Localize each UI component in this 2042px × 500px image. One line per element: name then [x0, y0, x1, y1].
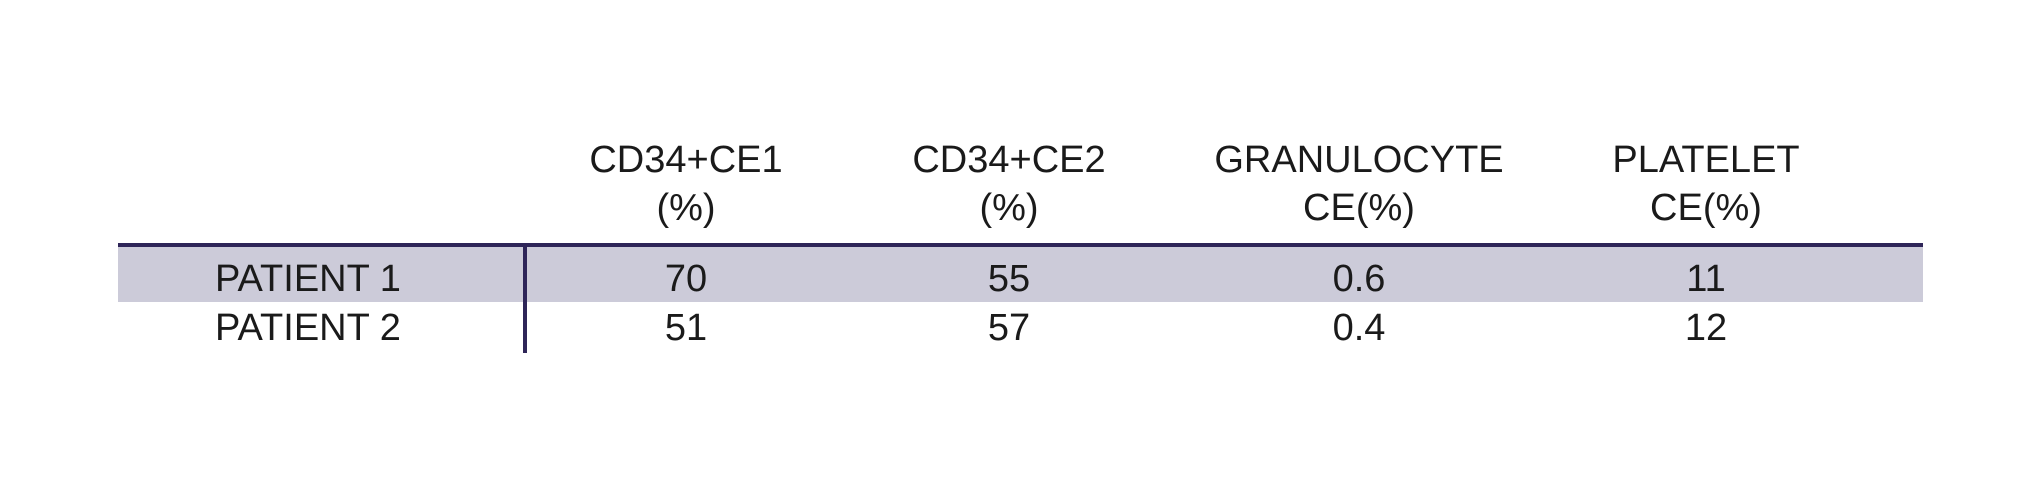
column-header: CD34+CE2	[912, 139, 1106, 181]
column-header: (%)	[979, 187, 1039, 229]
cell-value: 0.4	[1332, 307, 1386, 349]
header-rule	[118, 243, 1923, 247]
cell-value: 57	[987, 307, 1031, 349]
cell-value: 0.6	[1332, 258, 1386, 300]
column-header: (%)	[656, 187, 716, 229]
row-label: PATIENT 2	[215, 307, 401, 349]
cell-value: 55	[987, 258, 1031, 300]
cell-value: 70	[664, 258, 708, 300]
column-header: CD34+CE1	[589, 139, 783, 181]
cell-value: 12	[1684, 307, 1728, 349]
cell-value: 51	[664, 307, 708, 349]
column-header: CE(%)	[1650, 187, 1762, 229]
label-divider	[523, 245, 527, 353]
column-header: CE(%)	[1303, 187, 1415, 229]
column-header: GRANULOCYTE	[1214, 139, 1504, 181]
row-highlight	[118, 247, 1923, 302]
cell-value: 11	[1686, 258, 1726, 300]
row-label: PATIENT 1	[215, 258, 401, 300]
column-header: PLATELET	[1612, 139, 1800, 181]
